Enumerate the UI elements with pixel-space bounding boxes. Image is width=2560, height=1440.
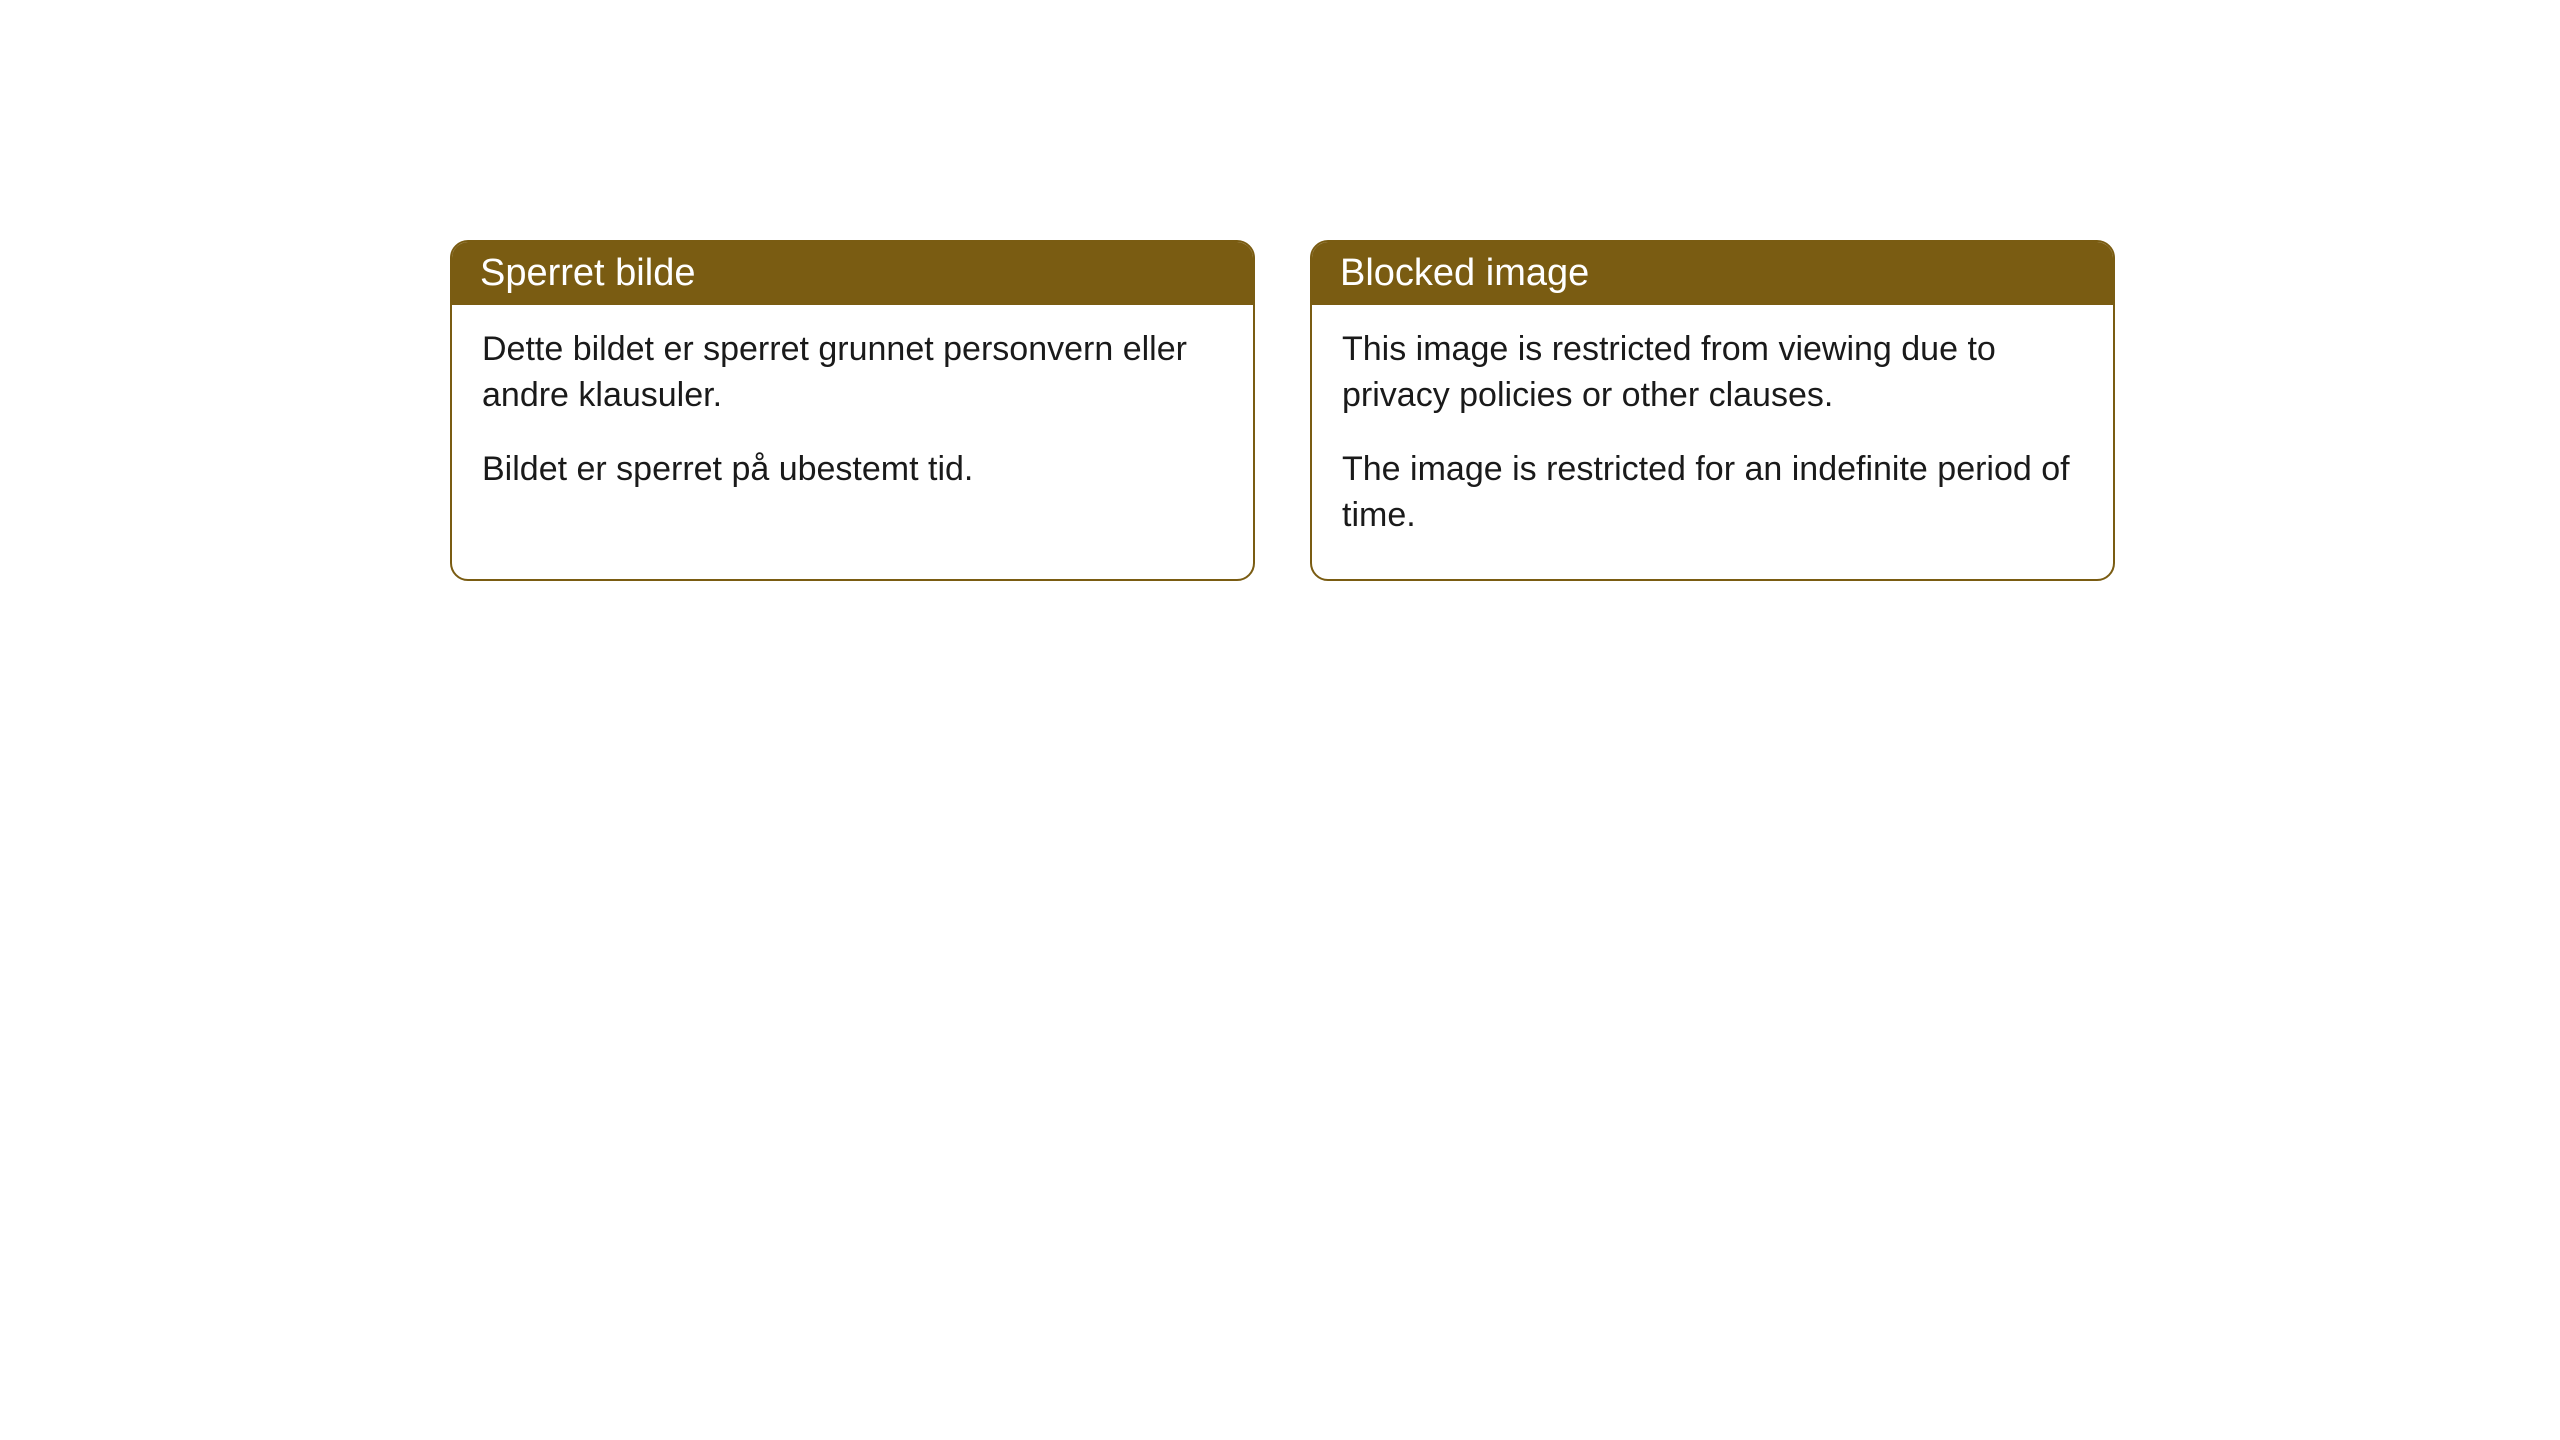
card-body: This image is restricted from viewing du… — [1312, 305, 2113, 579]
notice-card-norwegian: Sperret bilde Dette bildet er sperret gr… — [450, 240, 1255, 581]
card-body: Dette bildet er sperret grunnet personve… — [452, 305, 1253, 533]
card-paragraph: This image is restricted from viewing du… — [1342, 327, 2083, 419]
notice-cards-container: Sperret bilde Dette bildet er sperret gr… — [450, 240, 2115, 581]
card-title: Sperret bilde — [480, 252, 695, 294]
card-paragraph: The image is restricted for an indefinit… — [1342, 447, 2083, 539]
card-header: Sperret bilde — [452, 242, 1253, 305]
card-title: Blocked image — [1340, 252, 1589, 294]
card-paragraph: Bildet er sperret på ubestemt tid. — [482, 447, 1223, 493]
card-header: Blocked image — [1312, 242, 2113, 305]
card-paragraph: Dette bildet er sperret grunnet personve… — [482, 327, 1223, 419]
notice-card-english: Blocked image This image is restricted f… — [1310, 240, 2115, 581]
